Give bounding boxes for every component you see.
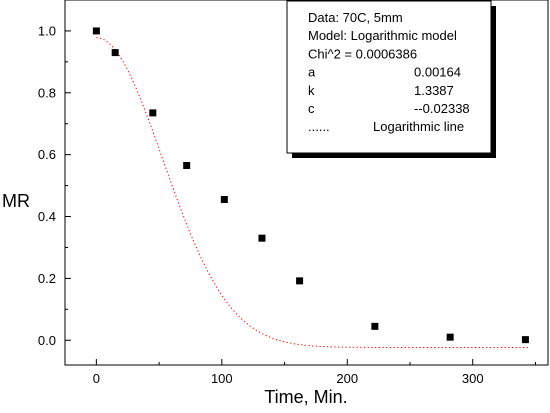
plot-area: [64, 0, 549, 366]
y-tick-label: 0.4: [38, 209, 56, 224]
data-point: [258, 234, 266, 242]
legend-line-right: Logarithmic line: [373, 119, 464, 134]
x-axis: 0 100 200 300: [93, 359, 536, 386]
legend-line-left: c: [308, 101, 315, 116]
legend-line-left: Chi^2 = 0.0006386: [308, 46, 417, 61]
y-axis: 0.0 0.2 0.4 0.6 0.8 1.0: [38, 0, 71, 348]
y-tick-label: 0.2: [38, 271, 56, 286]
plot-frame: [64, 0, 549, 366]
legend-line-right: --0.02338: [414, 101, 470, 116]
x-tick-label: 100: [211, 371, 233, 386]
data-point: [296, 277, 304, 285]
legend-line-right: 0.00164: [414, 65, 461, 80]
data-point: [371, 322, 379, 330]
legend-line-left: Model: Logarithmic model: [308, 28, 457, 43]
legend-line-right: 1.3387: [414, 83, 454, 98]
data-point: [111, 49, 119, 57]
x-tick-label: 0: [93, 371, 100, 386]
legend-panel: [286, 0, 492, 154]
fit-line-layer: [96, 37, 528, 348]
fit-line: [96, 37, 528, 348]
x-axis-title: Time, Min.: [264, 387, 347, 407]
legend-line-left: a: [308, 65, 316, 80]
legend-line-left: ......: [308, 119, 330, 134]
data-point: [521, 336, 529, 344]
data-point: [220, 196, 228, 204]
legend-line-left: k: [308, 83, 315, 98]
data-point: [446, 333, 454, 341]
y-tick-label: 0.8: [38, 85, 56, 100]
y-axis-title: MR: [2, 191, 30, 211]
y-tick-label: 0.0: [38, 333, 56, 348]
data-point: [183, 161, 191, 169]
y-tick-label: 1.0: [38, 23, 56, 38]
data-points-layer: [92, 27, 529, 344]
legend-box: Data: 70C, 5mm Model: Logarithmic model Ch…: [286, 0, 496, 158]
x-tick-label: 200: [336, 371, 358, 386]
legend-lines: Data: 70C, 5mm Model: Logarithmic model Ch…: [308, 10, 470, 134]
data-point: [92, 27, 100, 35]
y-tick-label: 0.6: [38, 147, 56, 162]
legend-line-left: Data: 70C, 5mm: [308, 10, 403, 25]
data-point: [149, 109, 157, 117]
x-tick-label: 300: [462, 371, 484, 386]
